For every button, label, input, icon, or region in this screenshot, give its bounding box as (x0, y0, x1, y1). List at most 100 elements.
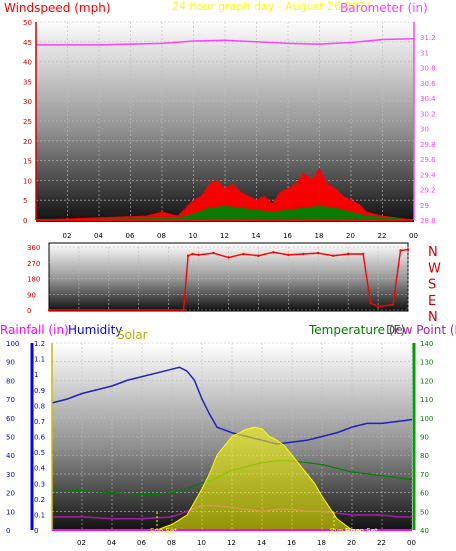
direction-point (186, 254, 190, 257)
series-barometer-line (36, 38, 415, 46)
rainfall-y-tick: 1 (34, 371, 38, 379)
barometer-y-tick: 31.2 (420, 34, 436, 42)
temperature-y-tick: 140 (420, 340, 433, 348)
series-layer (35, 38, 415, 531)
humidity-y-tick: 0 (6, 527, 10, 535)
humidity-y-tick: 50 (6, 434, 15, 442)
moon-set-label: Moon Set (345, 527, 378, 535)
barometer-y-tick: 31 (420, 49, 429, 57)
direction-point (346, 252, 350, 256)
temperature-y-tick: 50 (420, 508, 429, 516)
barometer-y-tick: 30.2 (420, 110, 436, 118)
humidity-y-tick: 90 (6, 359, 15, 367)
sun-set-label: Sun Set (150, 527, 177, 535)
wind-x-tick: 00 (409, 232, 418, 240)
windspeed-y-tick: 25 (23, 118, 32, 126)
rainfall-y-tick: 0.7 (34, 418, 45, 426)
direction-point (227, 256, 230, 259)
rainfall-axis-label: Rainfall (in) (0, 323, 69, 337)
temperature-y-tick: 40 (420, 527, 429, 535)
wind-x-tick: 16 (283, 232, 292, 240)
barometer-y-tick: 29.6 (420, 156, 436, 164)
direction-y-tick: 270 (27, 260, 40, 268)
wind-x-tick: 04 (94, 232, 103, 240)
direction-point (182, 308, 185, 312)
temperature-y-tick: 90 (420, 434, 429, 442)
barometer-y-tick: 30.4 (420, 95, 436, 103)
wind-x-tick: 08 (157, 232, 166, 240)
rainfall-y-tick: 0.2 (34, 496, 45, 504)
rainfall-y-tick: 0.3 (34, 480, 45, 488)
humidity-y-tick: 100 (6, 340, 19, 348)
direction-y-tick: 180 (27, 276, 40, 284)
direction-point (191, 252, 194, 256)
barometer-y-tick: 29 (420, 202, 429, 210)
temperature-y-tick: 80 (420, 452, 429, 460)
rain-x-tick: 12 (227, 539, 236, 547)
compass-label: S (428, 278, 436, 293)
rainfall-y-tick: 0.6 (34, 434, 46, 442)
temperature-axis-label: Temperature (F) (308, 323, 405, 337)
rain-x-tick: 02 (77, 539, 86, 547)
windspeed-y-tick: 10 (23, 177, 32, 185)
rainfall-y-tick: 0.9 (34, 387, 45, 395)
windspeed-y-tick: 0 (23, 217, 27, 225)
direction-point (361, 252, 365, 256)
barometer-y-tick: 28.8 (420, 217, 436, 225)
rain-x-tick: 06 (137, 539, 146, 547)
rain-x-tick: 04 (107, 539, 116, 547)
chart-title: 24 hour graph day - August 26 2021 (172, 0, 373, 13)
direction-y-tick: 360 (27, 244, 40, 252)
direction-point (332, 254, 335, 257)
windspeed-y-tick: 45 (23, 39, 32, 47)
rain-x-tick: 14 (257, 539, 266, 547)
direction-point (376, 305, 380, 308)
barometer-y-tick: 29.4 (420, 171, 436, 179)
humidity-y-tick: 80 (6, 377, 15, 385)
rainfall-y-tick: 0 (34, 527, 38, 535)
windspeed-y-tick: 35 (23, 78, 32, 86)
direction-point (47, 308, 51, 312)
temperature-y-tick: 120 (420, 377, 433, 385)
windspeed-axis-label: Windspeed (mph) (4, 1, 111, 15)
temperature-y-tick: 100 (420, 415, 433, 423)
compass-label: W (428, 261, 441, 276)
rainfall-y-tick: 1.2 (34, 340, 45, 348)
temperature-y-tick: 130 (420, 359, 433, 367)
temperature-y-tick: 70 (420, 471, 429, 479)
rain-x-tick: 18 (317, 539, 326, 547)
wind-x-tick: 12 (220, 232, 229, 240)
series-solar-area (52, 426, 412, 531)
direction-point (287, 253, 290, 257)
wind-x-tick: 18 (315, 232, 324, 240)
rain-x-tick: 16 (287, 539, 296, 547)
windspeed-y-tick: 20 (23, 138, 32, 146)
direction-point (257, 254, 260, 257)
humidity-y-tick: 30 (6, 471, 15, 479)
barometer-y-tick: 29.2 (420, 187, 436, 195)
axes-layer: 02 04 06 08 10 12 14 16 18 20 22 000510152025303540… (6, 19, 441, 547)
direction-point (302, 252, 305, 256)
wind-x-tick: 10 (189, 232, 198, 240)
rainfall-y-tick: 0.5 (34, 449, 45, 457)
direction-point (317, 251, 320, 255)
humidity-y-tick: 60 (6, 415, 15, 423)
humidity-y-tick: 10 (6, 508, 15, 516)
direction-point (406, 248, 410, 251)
windspeed-y-tick: 15 (23, 158, 32, 166)
wind-x-tick: 14 (252, 232, 261, 240)
rain-x-tick: 10 (197, 539, 206, 547)
wind-x-tick: 22 (378, 232, 387, 240)
series-average-area (35, 205, 415, 221)
rain-x-tick: 08 (167, 539, 176, 547)
rainfall-y-tick: 0.8 (34, 402, 45, 410)
humidity-axis-label: Humidity (68, 323, 122, 337)
temperature-y-tick: 110 (420, 396, 433, 404)
series-humidity-line (51, 366, 413, 445)
wind-x-tick: 06 (126, 232, 135, 240)
direction-point (197, 253, 200, 257)
dew-point-axis-label: Dew Point (F) (386, 323, 456, 337)
windspeed-y-tick: 50 (23, 19, 32, 27)
rainfall-y-tick: 1.1 (34, 356, 45, 364)
